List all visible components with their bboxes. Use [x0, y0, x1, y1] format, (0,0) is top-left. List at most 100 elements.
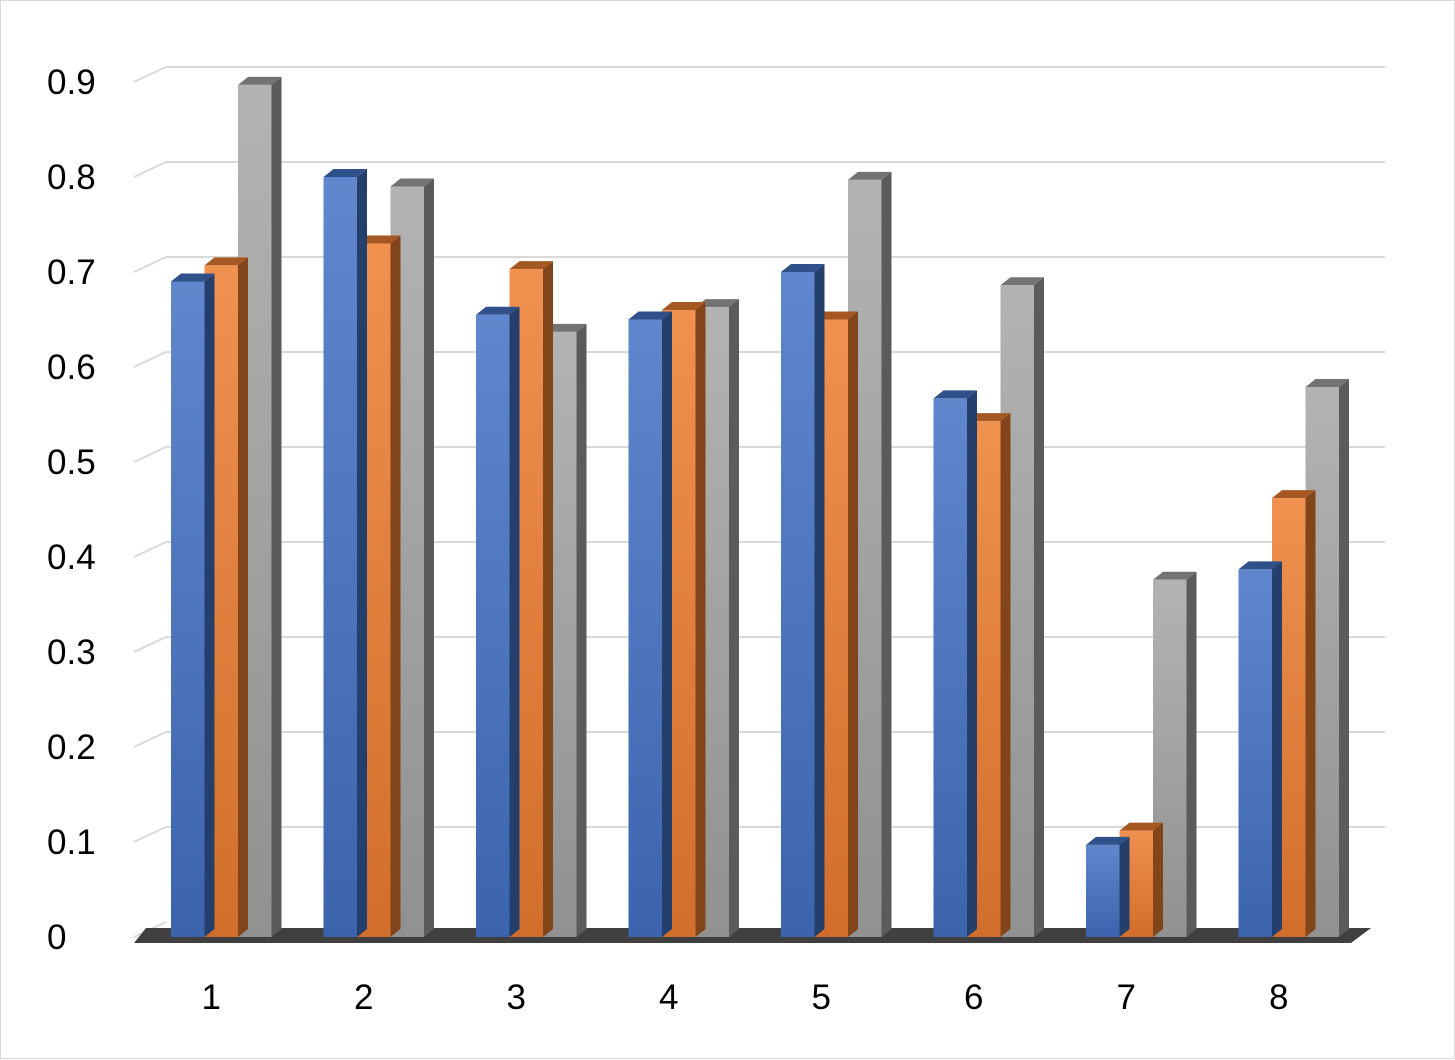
- bar-side-face: [1153, 822, 1163, 937]
- bar-top-face: [1305, 378, 1349, 387]
- y-tick-label: 0.1: [47, 823, 96, 862]
- bar-top-face: [543, 323, 587, 332]
- bar-top-face: [628, 311, 672, 320]
- gridline-connector: [133, 636, 167, 653]
- bar-top-face: [933, 390, 977, 399]
- y-tick-label: 0.4: [47, 538, 96, 577]
- gridlines: [133, 66, 1385, 938]
- bar: [933, 390, 977, 938]
- bar-top-face: [390, 178, 434, 187]
- bar-side-face: [204, 273, 215, 937]
- bar: [1153, 571, 1197, 937]
- bar-front-face: [628, 319, 662, 937]
- bar-top-face: [662, 302, 706, 310]
- y-tick-label: 0: [47, 918, 66, 957]
- gridline-connector: [133, 351, 167, 368]
- bar-top-face: [695, 299, 739, 308]
- bar-side-face: [1339, 378, 1349, 937]
- bar: [781, 264, 825, 937]
- x-tick-label: 4: [659, 978, 678, 1017]
- bar-side-face: [1272, 561, 1282, 937]
- bar-top-face: [1000, 277, 1044, 286]
- bar-side-face: [729, 299, 739, 937]
- x-tick-label: 7: [1117, 978, 1136, 1017]
- bar-side-face: [881, 171, 892, 938]
- bar-side-face: [662, 311, 672, 937]
- x-axis-tick-labels: 1 2 3 4 5 6 7 8: [202, 978, 1289, 1017]
- gridline-connector: [133, 731, 167, 748]
- bar-front-face: [933, 398, 967, 938]
- x-tick-label: 2: [354, 978, 373, 1017]
- bar-top-face: [1272, 490, 1316, 499]
- y-tick-label: 0.9: [47, 63, 96, 102]
- bar-front-face: [323, 177, 357, 937]
- bar-side-face: [1186, 571, 1197, 937]
- x-tick-label: 6: [964, 978, 983, 1017]
- bar-side-face: [357, 169, 367, 937]
- bar-top-face: [204, 257, 248, 266]
- bar-side-face: [271, 76, 282, 938]
- bar-side-face: [848, 311, 858, 937]
- bar-side-face: [1000, 413, 1011, 937]
- x-tick-label: 1: [202, 978, 221, 1017]
- bar-front-face: [1086, 844, 1120, 937]
- bar-side-face: [576, 323, 587, 938]
- bar-top-face: [1119, 822, 1163, 831]
- bar-front-face: [781, 272, 815, 937]
- gridline-connector: [133, 826, 167, 843]
- bar-top-face: [848, 171, 892, 180]
- bar-side-face: [695, 302, 706, 937]
- bar-front-face: [171, 281, 205, 937]
- chart-floor: [134, 928, 1371, 943]
- bars: [171, 76, 1349, 938]
- bar: [628, 311, 672, 937]
- gridline-connector: [133, 541, 167, 558]
- bar-top-face: [357, 235, 401, 244]
- bar: [1238, 561, 1282, 937]
- bar-side-face: [509, 306, 520, 937]
- bar-side-face: [1305, 490, 1316, 937]
- bar-top-face: [238, 76, 282, 85]
- y-tick-label: 0.2: [47, 728, 96, 767]
- x-tick-label: 3: [507, 978, 526, 1017]
- bar-side-face: [1119, 836, 1130, 937]
- floor-surface: [134, 928, 1371, 943]
- bar-side-face: [238, 257, 248, 938]
- x-tick-label: 8: [1269, 978, 1288, 1017]
- y-tick-label: 0.5: [47, 443, 96, 482]
- bar-top-face: [1153, 571, 1197, 580]
- bar-top-face: [476, 306, 520, 315]
- bar-top-face: [1238, 561, 1282, 570]
- gridline-connector: [133, 256, 167, 273]
- bar-side-face: [1034, 277, 1044, 937]
- bar-top-face: [509, 261, 553, 270]
- gridline-connector: [133, 66, 167, 83]
- bar-side-face: [390, 235, 401, 937]
- bar: [476, 306, 520, 937]
- y-tick-label: 0.6: [47, 348, 96, 387]
- bar-side-face: [967, 390, 977, 938]
- bar-side-face: [424, 178, 434, 937]
- y-tick-label: 0.7: [47, 253, 96, 292]
- y-tick-label: 0.3: [47, 633, 96, 672]
- bar-top-face: [323, 169, 367, 177]
- bar-top-face: [1086, 836, 1130, 845]
- bar-top-face: [171, 273, 215, 282]
- bar-front-face: [476, 314, 510, 937]
- bar: [171, 273, 215, 937]
- bar-front-face: [1238, 569, 1272, 937]
- bar-top-face: [967, 413, 1011, 422]
- bar-top-face: [814, 311, 858, 320]
- gridline-connector: [133, 161, 167, 178]
- bar: [323, 169, 367, 937]
- bar: [1086, 836, 1130, 937]
- bar-top-face: [781, 264, 825, 272]
- x-tick-label: 5: [812, 978, 831, 1017]
- gridline-connector: [133, 446, 167, 463]
- bar-side-face: [543, 261, 553, 937]
- y-axis-tick-labels: 0 0.1 0.2 0.3 0.4 0.5 0.6 0.7 0.8 0.9: [47, 63, 96, 957]
- y-tick-label: 0.8: [47, 158, 96, 197]
- bar-side-face: [814, 264, 825, 937]
